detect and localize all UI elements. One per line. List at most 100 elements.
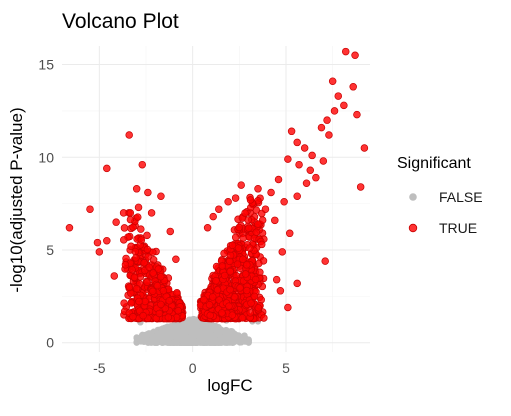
true-point [271,216,279,225]
true-point [285,229,294,238]
true-point [127,242,135,251]
true-point [276,287,285,295]
false-point [245,336,252,343]
true-point [302,179,311,187]
legend: Significant FALSE TRUE [397,155,483,236]
y-axis-title: -log10(adjusted P-value) [7,107,26,292]
x-axis-title: logFC [207,376,252,395]
true-point [328,77,337,85]
true-point [143,231,151,240]
true-point [238,314,247,322]
true-point [243,261,251,269]
true-point [120,236,128,244]
false-point [207,339,215,346]
true-point [224,198,232,206]
true-point [132,284,141,293]
true-point [157,272,165,281]
false-point [189,320,196,328]
true-point [231,194,240,202]
true-point [120,224,129,232]
false-point [188,330,195,337]
true-point [212,277,220,285]
true-point [351,51,359,60]
true-point [228,311,237,319]
false-point [182,325,190,332]
y-tick-label: 5 [46,242,54,258]
false-point [222,333,229,340]
true-point [284,155,292,163]
true-point [203,223,212,232]
true-point [137,236,146,244]
true-point [145,263,153,271]
y-tick-label: 15 [38,57,54,73]
true-point [132,185,141,193]
chart-title: Volcano Plot [62,10,179,33]
false-point [139,331,146,339]
true-point [323,116,331,124]
true-point [147,209,156,217]
true-point [274,175,283,184]
true-point [341,47,350,56]
true-point [317,123,326,132]
false-point [152,339,160,346]
true-point [218,262,227,270]
false-point [221,339,228,346]
true-point [272,275,281,284]
true-point [218,309,226,317]
true-point [246,196,255,204]
true-point [267,188,275,197]
true-point [325,131,333,139]
true-point [300,144,309,152]
false-point [172,322,179,329]
false-point [185,336,192,344]
true-point [239,234,247,242]
true-point [225,302,233,310]
true-point [306,166,315,175]
true-point [233,260,242,268]
true-point [130,273,139,282]
true-point [93,238,102,247]
true-point [155,309,164,318]
true-point [254,304,263,312]
false-point [163,325,170,332]
x-tick-label: 0 [189,360,197,376]
true-point [119,209,128,217]
true-point [138,160,147,169]
true-point [239,255,247,263]
true-point [141,297,149,306]
true-point [149,269,157,277]
true-point [220,249,228,258]
false-point [228,332,235,340]
true-point [241,209,249,217]
series-true-points [65,47,369,323]
true-point [251,275,260,284]
true-point [121,261,130,269]
y-tick-label: 0 [46,335,54,351]
true-point [226,251,235,260]
false-point [152,332,159,340]
true-point [165,297,174,305]
true-point [103,236,111,245]
true-point [280,198,288,206]
true-point [206,311,214,320]
true-point [252,228,261,237]
true-point [220,271,229,280]
false-point [147,337,154,345]
true-point [250,292,259,301]
true-point [110,272,119,280]
true-point [174,306,183,315]
y-tick-label: 10 [38,149,54,165]
true-point [308,151,316,160]
true-point [321,257,329,265]
true-point [215,205,223,213]
false-point [175,329,182,336]
true-point [330,107,339,115]
true-point [125,283,134,291]
true-point [154,265,163,273]
true-point [231,233,240,242]
true-point [137,225,145,233]
true-point [213,286,222,294]
true-point [260,314,268,322]
